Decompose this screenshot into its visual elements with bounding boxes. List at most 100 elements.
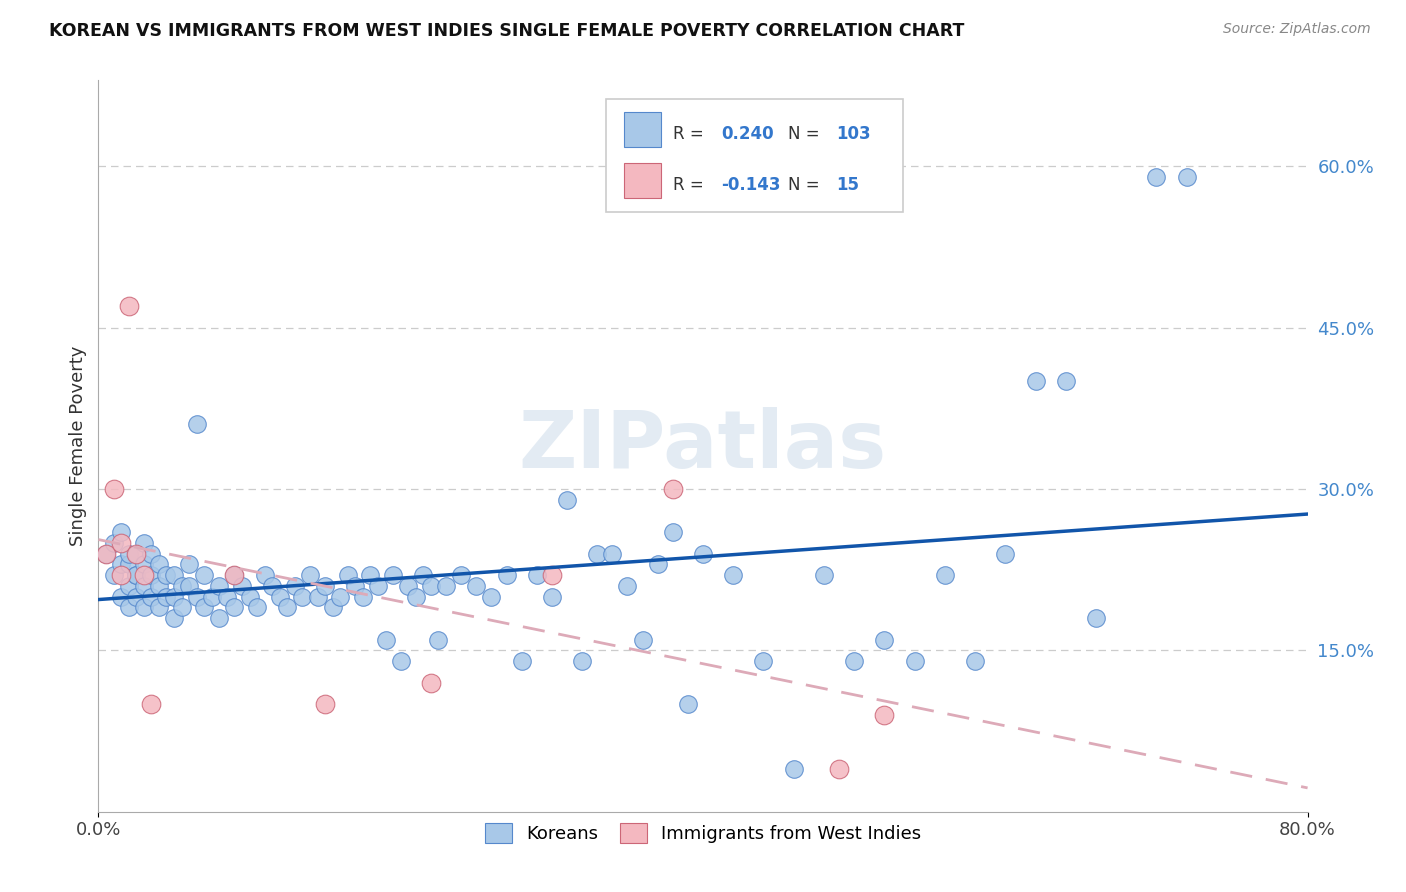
Text: 0.240: 0.240: [721, 125, 773, 143]
Point: [1085, 611, 1108, 625]
Point: [1054, 375, 1077, 389]
Point: [873, 707, 896, 722]
Text: KOREAN VS IMMIGRANTS FROM WEST INDIES SINGLE FEMALE POVERTY CORRELATION CHART: KOREAN VS IMMIGRANTS FROM WEST INDIES SI…: [49, 22, 965, 40]
Point: [994, 547, 1017, 561]
Point: [118, 600, 141, 615]
Point: [103, 568, 125, 582]
Point: [262, 579, 284, 593]
Point: [231, 579, 253, 593]
Point: [602, 547, 624, 561]
Point: [110, 536, 132, 550]
Point: [118, 579, 141, 593]
Point: [723, 568, 745, 582]
Point: [352, 590, 374, 604]
FancyBboxPatch shape: [624, 163, 661, 198]
Point: [103, 482, 125, 496]
Point: [904, 654, 927, 668]
Point: [783, 762, 806, 776]
Point: [510, 654, 533, 668]
Point: [540, 590, 562, 604]
Text: ZIPatlas: ZIPatlas: [519, 407, 887, 485]
Y-axis label: Single Female Poverty: Single Female Poverty: [69, 346, 87, 546]
Point: [450, 568, 472, 582]
Point: [420, 675, 443, 690]
Point: [965, 654, 987, 668]
Point: [284, 579, 307, 593]
Point: [163, 590, 186, 604]
Point: [125, 568, 148, 582]
Point: [434, 579, 457, 593]
Point: [396, 579, 419, 593]
Point: [141, 547, 163, 561]
Point: [540, 568, 562, 582]
Point: [412, 568, 434, 582]
Text: N =: N =: [787, 125, 824, 143]
Point: [420, 579, 443, 593]
Point: [186, 590, 208, 604]
Text: -0.143: -0.143: [721, 176, 780, 194]
Point: [692, 547, 714, 561]
Point: [616, 579, 638, 593]
Point: [828, 762, 851, 776]
Point: [389, 654, 412, 668]
Point: [125, 590, 148, 604]
Point: [224, 600, 246, 615]
Point: [934, 568, 956, 582]
FancyBboxPatch shape: [624, 112, 661, 147]
Point: [94, 547, 117, 561]
Point: [299, 568, 322, 582]
Point: [132, 600, 155, 615]
Point: [481, 590, 503, 604]
Point: [110, 524, 132, 539]
Legend: Koreans, Immigrants from West Indies: Koreans, Immigrants from West Indies: [478, 816, 928, 850]
Point: [344, 579, 367, 593]
FancyBboxPatch shape: [606, 99, 903, 212]
Point: [170, 579, 193, 593]
Point: [148, 600, 170, 615]
Point: [526, 568, 548, 582]
Point: [201, 590, 224, 604]
Point: [125, 547, 148, 561]
Point: [813, 568, 835, 582]
Point: [193, 568, 215, 582]
Point: [186, 417, 208, 432]
Point: [132, 579, 155, 593]
Point: [148, 579, 170, 593]
Point: [1024, 375, 1046, 389]
Point: [125, 568, 148, 582]
Text: R =: R =: [672, 125, 709, 143]
Point: [155, 590, 177, 604]
Point: [465, 579, 488, 593]
Point: [141, 590, 163, 604]
Point: [110, 558, 132, 572]
Point: [322, 600, 344, 615]
Point: [314, 579, 336, 593]
Point: [336, 568, 359, 582]
Point: [367, 579, 389, 593]
Point: [382, 568, 405, 582]
Point: [224, 568, 246, 582]
Point: [360, 568, 382, 582]
Point: [179, 579, 201, 593]
Point: [103, 536, 125, 550]
Point: [661, 524, 683, 539]
Text: 103: 103: [837, 125, 870, 143]
Point: [132, 558, 155, 572]
Point: [141, 697, 163, 711]
Point: [163, 568, 186, 582]
Point: [374, 632, 396, 647]
Point: [246, 600, 269, 615]
Point: [110, 590, 132, 604]
Point: [118, 558, 141, 572]
Text: N =: N =: [787, 176, 824, 194]
Point: [148, 558, 170, 572]
Point: [110, 568, 132, 582]
Point: [555, 492, 578, 507]
Point: [163, 611, 186, 625]
Point: [224, 568, 246, 582]
Point: [661, 482, 683, 496]
Point: [647, 558, 669, 572]
Point: [427, 632, 450, 647]
Point: [215, 590, 238, 604]
Point: [118, 547, 141, 561]
